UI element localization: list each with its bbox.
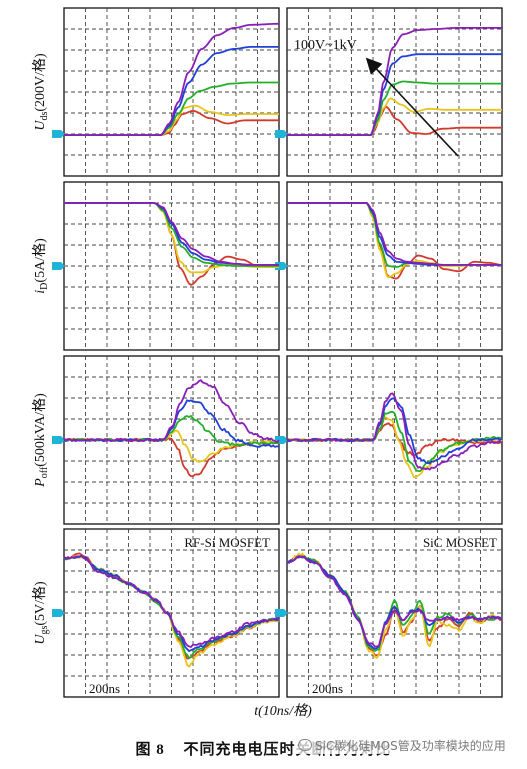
voltage-increase-arrow [365,57,459,157]
scale-bar-left: 200ns [89,681,120,696]
panel-0-0 [52,7,280,177]
panel-3-0-trace-1000V [63,555,280,648]
panel-2-0-trace-500V [63,415,280,447]
panel-label-rf-si: RF-Si MOSFET [184,535,270,550]
scale-bar-right: 200ns [312,681,343,696]
panel-2-0-level-marker [52,436,65,444]
panel-0-0-level-marker [52,130,65,138]
panel-3-1-level-marker [275,609,288,617]
panel-3-0 [52,528,280,698]
panel-2-1-trace-1000V [286,392,503,471]
y-axis-label-2: Poff(500kVA/格) [32,393,50,488]
panel-0-1-trace-1000V [287,27,502,136]
panel-2-0-trace-1000V [63,379,280,443]
panel-0-0-trace-1000V [64,22,279,136]
y-axis-label-3: Ugs(5V/格) [32,581,50,645]
watermark-text: SiC碳化硅MOS管及功率模块的应用 [315,739,506,753]
panel-0-1 [275,7,503,177]
y-axis-label-1: iD(5A/格) [32,238,50,294]
panel-1-1-trace-1000V [287,202,502,266]
panel-label-sic: SiC MOSFET [423,535,497,550]
panel-3-1-trace-1000V [286,555,503,648]
panel-0-1-level-marker [275,130,288,138]
chat-bubble-icon [298,739,312,751]
panel-1-0-level-marker [52,262,65,270]
panel-3-1 [275,528,503,698]
y-axis-label-0: Uds(200V/格) [32,53,50,131]
annotation-voltage-range: 100V~1kV [294,38,357,53]
caption-number: 图 8 [135,742,165,758]
panel-3-0-level-marker [52,609,65,617]
watermark: SiC碳化硅MOS管及功率模块的应用 [296,737,508,754]
panel-1-0-trace-1000V [64,202,279,266]
x-axis-label: t(10ns/格) [254,703,312,719]
